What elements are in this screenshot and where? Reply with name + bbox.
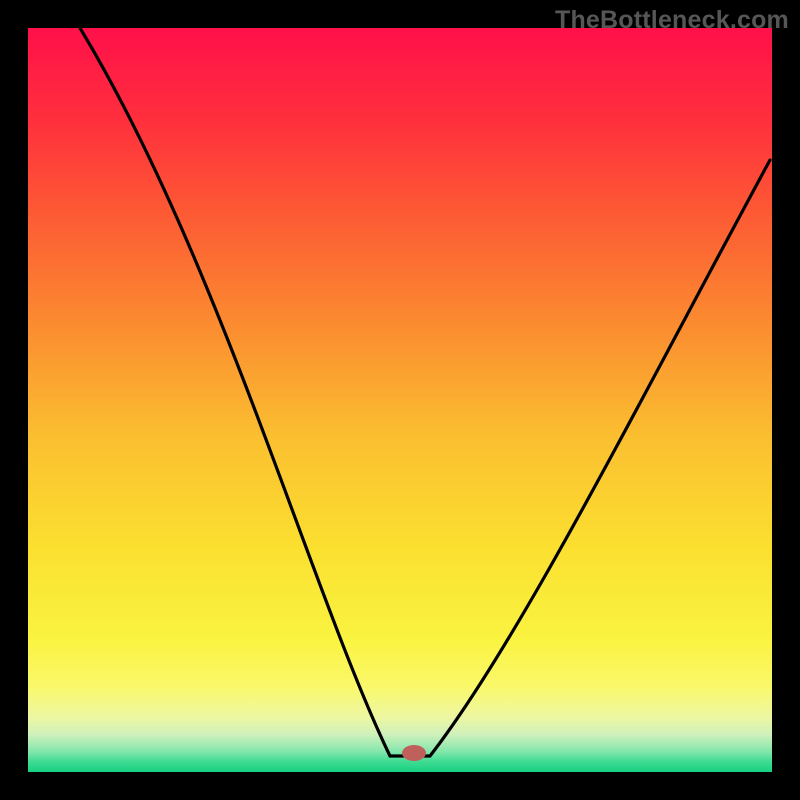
watermark-text: TheBottleneck.com <box>555 6 789 35</box>
gradient-plot-area <box>28 28 772 772</box>
chart-container: TheBottleneck.com <box>0 0 800 800</box>
